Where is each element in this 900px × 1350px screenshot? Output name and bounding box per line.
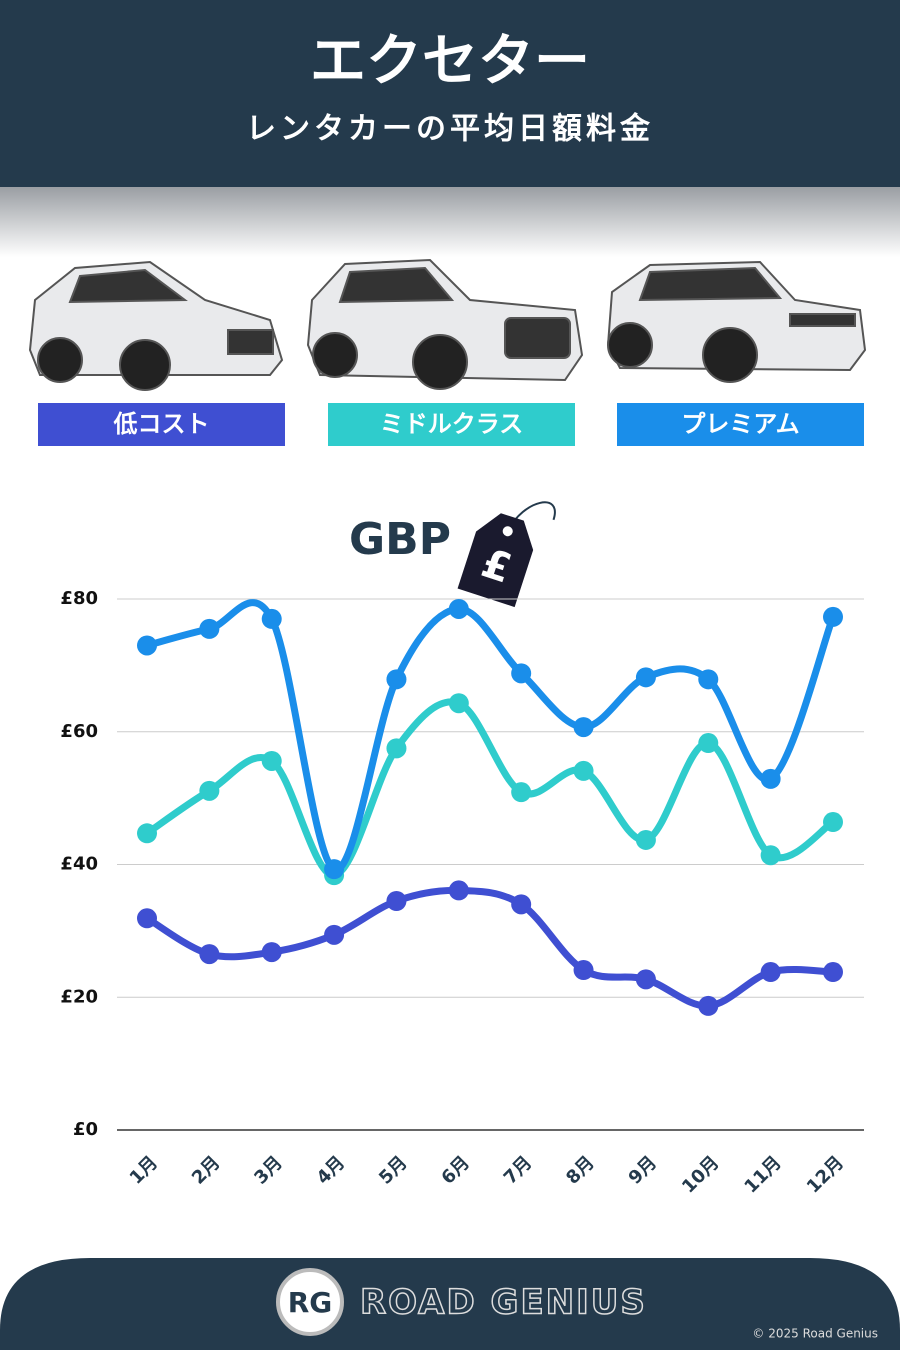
x-tick-label: 11月 [740, 1152, 785, 1197]
y-tick-label: £80 [60, 588, 98, 609]
line-chart: £0 £20 £40 £60 £80 1月 2月 3月 4月 5月 6月 7月 8月 9月 10月 11月 12… [60, 588, 864, 1198]
data-point [386, 669, 407, 690]
data-point [448, 693, 469, 714]
y-tick-label: £60 [60, 721, 98, 742]
title: エクセター [310, 29, 590, 94]
legend-label: 低コスト [113, 410, 210, 438]
data-point [199, 944, 220, 965]
y-tick-label: £20 [60, 986, 98, 1007]
data-point [137, 823, 157, 844]
data-point [573, 717, 594, 738]
x-tick-label: 5月 [375, 1152, 411, 1188]
data-point [698, 669, 719, 690]
subtitle: レンタカーの平均日額料金 [246, 112, 654, 147]
data-point [511, 782, 532, 803]
x-tick-label: 8月 [562, 1152, 598, 1188]
data-point [386, 891, 407, 912]
car-suv [306, 258, 584, 390]
x-tick-label: 7月 [500, 1152, 536, 1188]
data-point [698, 733, 719, 754]
data-point [199, 780, 220, 801]
series-line [145, 886, 834, 1010]
footer-band [0, 1258, 900, 1350]
car-hatchback [28, 260, 284, 391]
series-line [145, 698, 835, 879]
data-point [386, 738, 407, 759]
data-point [511, 663, 532, 684]
data-point [760, 845, 781, 866]
data-point [199, 618, 220, 639]
data-point [573, 760, 594, 781]
legend-swatch [38, 403, 285, 446]
data-point [635, 969, 656, 990]
header-shadow [0, 187, 900, 257]
copyright: © 2025 Road Genius [752, 1327, 878, 1341]
series-line [146, 599, 837, 873]
data-point [261, 608, 282, 629]
data-point [823, 962, 843, 983]
data-point [760, 962, 781, 983]
header-band [0, 0, 900, 187]
x-tick-label: 3月 [250, 1152, 286, 1188]
car-premium [606, 260, 867, 383]
data-point [511, 894, 532, 915]
legend-swatch [617, 403, 864, 446]
data-point [698, 995, 719, 1016]
x-tick-label: 2月 [188, 1152, 224, 1188]
data-point [324, 924, 345, 945]
data-point [137, 635, 157, 656]
data-point [448, 598, 469, 619]
data-point [635, 829, 656, 850]
data-point [823, 812, 843, 833]
data-point [760, 768, 781, 789]
x-tick-label: 9月 [625, 1152, 661, 1188]
data-point [261, 750, 282, 771]
data-point [324, 859, 345, 880]
car-illustrations [28, 258, 867, 391]
data-point [823, 606, 843, 627]
x-tick-label: 12月 [803, 1152, 848, 1197]
y-tick-label: £0 [73, 1119, 98, 1140]
data-point [448, 880, 469, 901]
x-tick-label: 4月 [313, 1152, 349, 1188]
price-tag: £ [457, 501, 556, 608]
y-tick-label: £40 [60, 854, 98, 875]
x-tick-label: 10月 [678, 1152, 723, 1197]
unit-label: GBP [349, 514, 451, 565]
legend-label: ミドルクラス [380, 410, 524, 438]
data-point [635, 667, 656, 688]
logo: RG [288, 1286, 333, 1319]
data-point [261, 942, 282, 963]
x-tick-label: 6月 [437, 1152, 473, 1188]
data-point [573, 960, 594, 981]
legend-label: プレミアム [681, 410, 799, 438]
logo-badge [276, 1268, 344, 1336]
data-point [137, 908, 157, 929]
brand: ROAD GENIUS [360, 1283, 647, 1323]
legend-swatch [328, 403, 575, 446]
x-tick-label: 1月 [126, 1152, 162, 1188]
